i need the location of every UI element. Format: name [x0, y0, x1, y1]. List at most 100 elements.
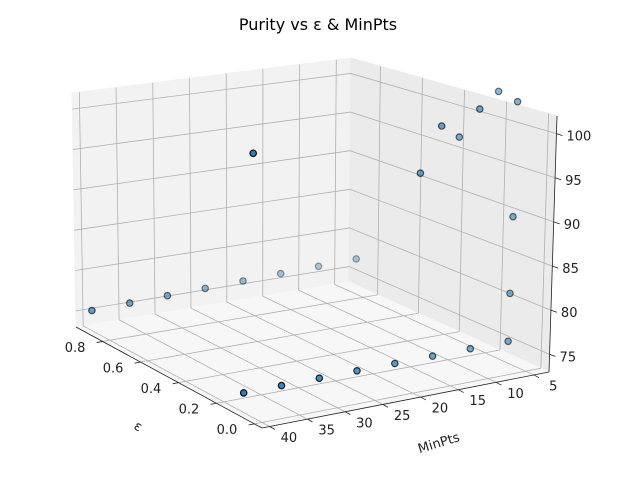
scatter-points	[88, 87, 522, 397]
x-tick-mark	[533, 374, 540, 379]
grid-line-purity	[73, 150, 554, 223]
data-point	[428, 352, 437, 360]
grid-line-eps	[178, 331, 460, 384]
data-point	[314, 262, 323, 271]
data-point	[437, 122, 446, 130]
z-tick-mark	[554, 177, 562, 181]
x-tick-mark	[495, 381, 502, 386]
chart-title: Purity vs ε & MinPts	[239, 15, 397, 34]
grid-line-minpts	[334, 284, 535, 376]
x-tick-mark	[420, 396, 427, 401]
grid-line-minpts	[225, 73, 228, 303]
data-point	[88, 306, 96, 315]
axis-lines	[75, 115, 558, 429]
grid-line-minpts	[298, 289, 497, 383]
back-pane-left	[71, 57, 352, 328]
y-axis-label: ε	[131, 419, 145, 436]
y-tick-label: 0.6	[103, 361, 124, 376]
y-tick-label: 0.0	[217, 423, 238, 438]
grid-line-minpts	[115, 87, 120, 320]
x-tick-label: 20	[432, 402, 449, 417]
grid-line-purity	[74, 188, 553, 267]
grid-line-minpts	[226, 301, 421, 398]
y-tick-mark	[210, 402, 217, 405]
grid-line-eps	[377, 66, 381, 295]
grid-line-minpts	[152, 82, 156, 314]
grid-line-minpts	[154, 313, 346, 413]
data-point	[315, 374, 324, 383]
data-point	[509, 212, 517, 221]
grid-line-minpts	[298, 64, 301, 291]
y-tick-mark	[134, 361, 141, 364]
axis-ticks: 5 10 15 20 25 30 35 40 0.0 0.2 0.4 0.6 0.8 75 80 85 90 95…	[65, 130, 592, 446]
data-point	[352, 255, 361, 263]
z-tick-mark	[553, 221, 560, 225]
z-tick-mark	[549, 353, 556, 357]
grid-line-eps	[254, 367, 541, 425]
z-tick-label: 80	[561, 306, 578, 321]
z-tick-label: 100	[566, 130, 591, 145]
data-point	[504, 337, 512, 346]
z-tick-label: 75	[560, 350, 577, 365]
data-point	[163, 291, 172, 300]
data-point	[455, 133, 464, 141]
z-tick-label: 95	[565, 174, 582, 189]
z-tick-label: 90	[564, 218, 581, 233]
y-axis-line	[75, 326, 263, 429]
grid-line-minpts	[189, 78, 192, 309]
grid-line-minpts	[334, 59, 337, 285]
data-point	[249, 149, 258, 158]
grid-line-eps	[540, 113, 549, 369]
data-point	[201, 284, 210, 293]
data-point	[416, 169, 425, 178]
data-point	[466, 344, 475, 353]
data-point	[239, 277, 247, 285]
x-tick-mark	[269, 426, 276, 430]
x-tick-label: 5	[549, 379, 557, 394]
grid-line-eps	[216, 349, 501, 404]
grid-line-minpts	[78, 92, 84, 326]
grid-line-eps	[102, 294, 378, 342]
grid-line-minpts	[82, 325, 270, 427]
z-tick-mark	[556, 133, 563, 137]
y-tick-mark	[172, 382, 179, 385]
data-point	[125, 299, 134, 307]
x-tick-label: 30	[356, 416, 373, 431]
z-axis-line	[548, 115, 558, 373]
data-point	[276, 269, 285, 278]
grid-line-purity	[72, 73, 557, 135]
grid-line-purity	[72, 111, 556, 179]
y-tick-label: 0.2	[179, 403, 200, 418]
x-tick-mark	[382, 404, 389, 408]
grid-line-eps	[499, 101, 507, 350]
y-tick-mark	[248, 423, 255, 426]
data-point	[475, 105, 484, 113]
x-tick-label: 40	[281, 431, 298, 446]
data-point	[353, 366, 361, 375]
x-tick-label: 25	[394, 409, 411, 424]
axes-panes	[71, 57, 558, 429]
grid-line-eps	[140, 312, 419, 363]
x-tick-mark	[307, 418, 313, 423]
data-point	[506, 289, 514, 298]
x-tick-label: 15	[469, 394, 486, 409]
z-tick-mark	[550, 309, 558, 313]
y-tick-mark	[96, 341, 103, 343]
grid-line-eps	[417, 78, 423, 314]
x-axis-line	[261, 371, 550, 429]
grid-lines	[72, 59, 557, 427]
data-point	[277, 381, 286, 390]
x-axis-label: MinPts	[416, 430, 462, 457]
z-tick-mark	[552, 265, 559, 269]
y-tick-label: 0.4	[141, 382, 162, 397]
x-tick-mark	[458, 389, 464, 393]
grid-line-minpts	[190, 307, 384, 405]
grid-line-eps	[458, 89, 465, 332]
data-point	[513, 97, 522, 106]
data-point	[494, 87, 503, 96]
z-tick-label: 85	[562, 262, 579, 277]
data-point	[239, 389, 248, 397]
grid-line-minpts	[118, 319, 308, 420]
y-tick-label: 0.8	[65, 341, 86, 356]
